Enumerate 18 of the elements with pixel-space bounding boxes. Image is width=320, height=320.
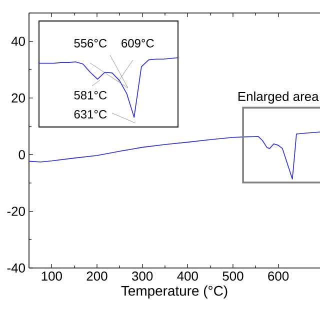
y-tick-label: 40 — [11, 36, 25, 46]
annotation: 609°C — [122, 39, 154, 48]
line-series — [28, 132, 320, 180]
y-tick-label: -40 — [7, 263, 25, 273]
x-tick-label: 200 — [86, 272, 108, 281]
x-tick-label: 600 — [268, 272, 289, 281]
annotation: 581°C — [74, 90, 107, 100]
annotation: 631°C — [74, 110, 107, 119]
x-tick-label: 500 — [222, 272, 244, 281]
x-tick-label: 100 — [42, 272, 62, 281]
annotation: 556°C — [74, 39, 107, 48]
x-tick-label: 400 — [177, 272, 198, 281]
annotation: Enlarged area — [238, 92, 319, 104]
y-tick-label: 20 — [12, 93, 25, 103]
y-tick-label: 0 — [18, 150, 25, 160]
y-tick-label: -20 — [7, 206, 25, 216]
x-axis-title: Temperature (°C) — [121, 286, 228, 299]
x-tick-label: 300 — [132, 272, 153, 281]
